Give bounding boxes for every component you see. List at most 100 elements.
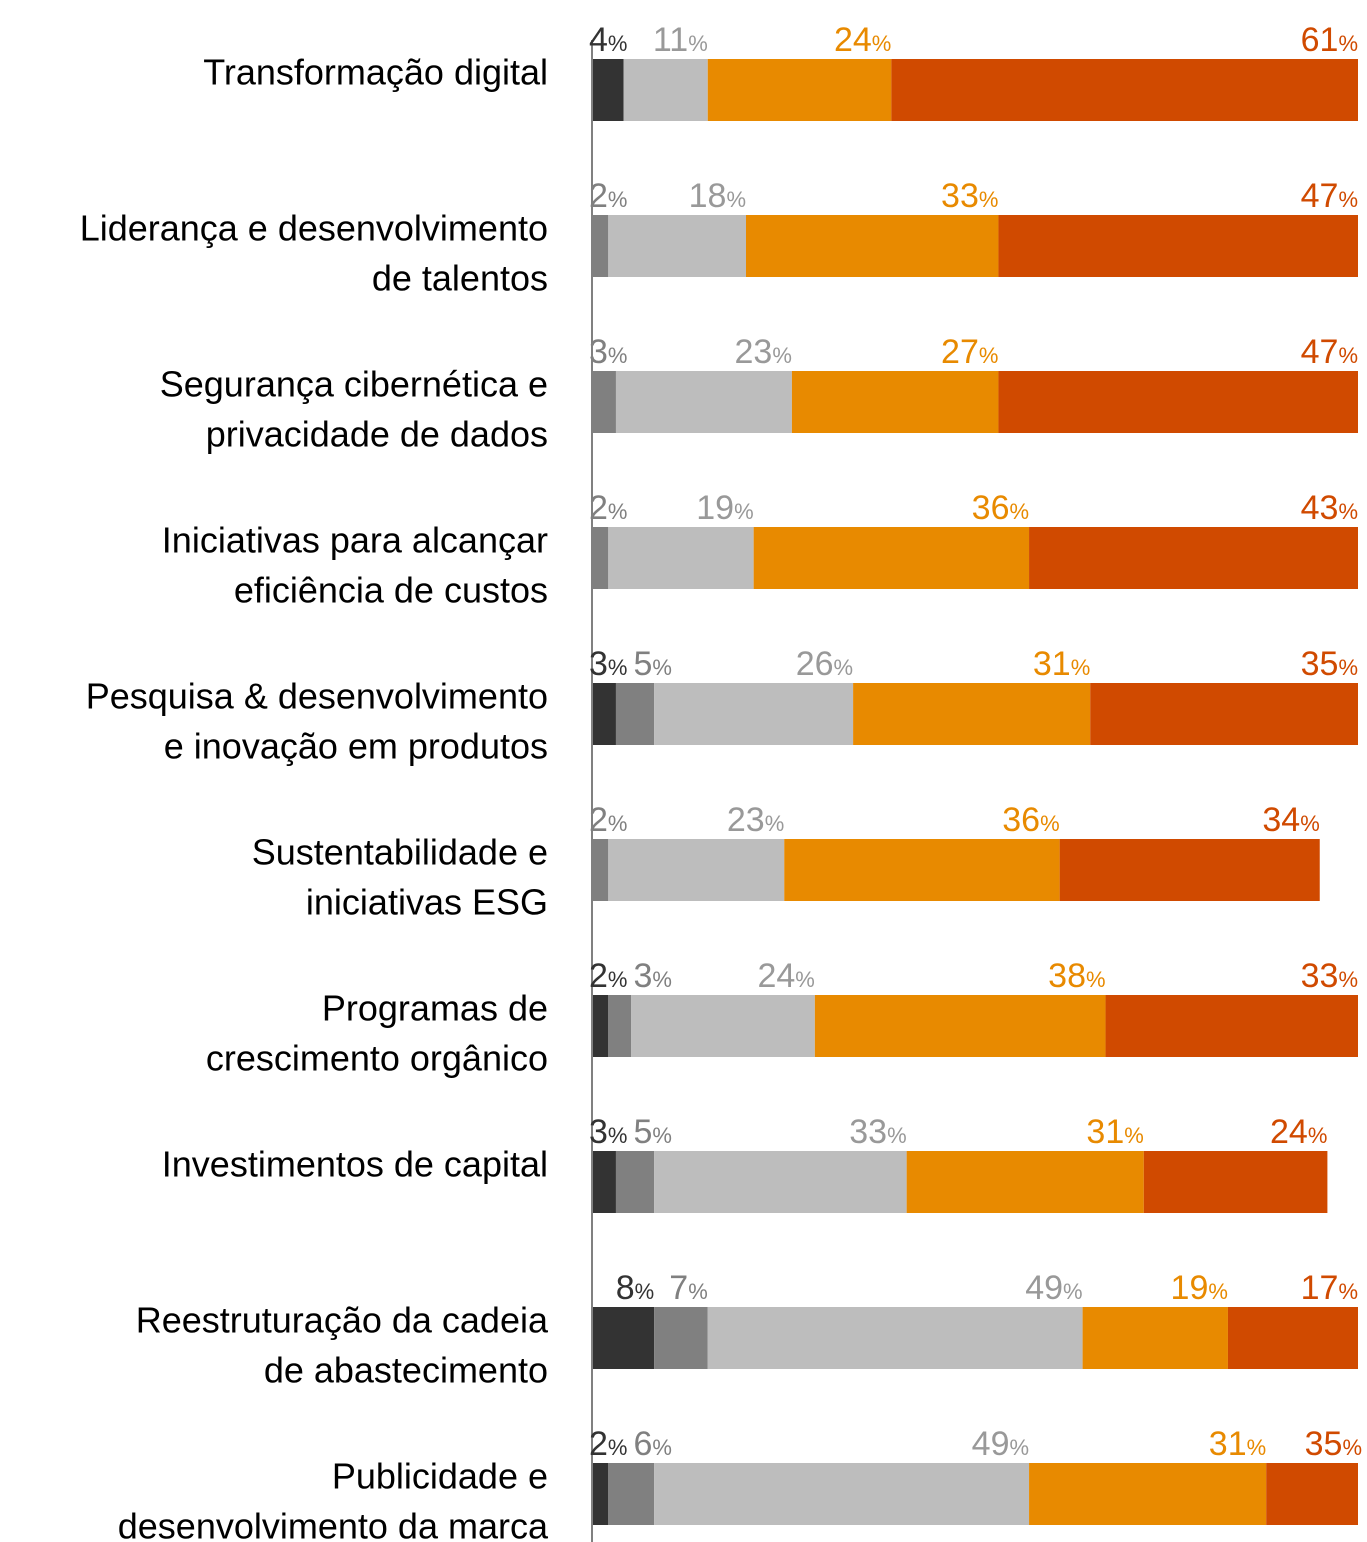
bar-segment	[1227, 1307, 1358, 1369]
bar-segment	[707, 59, 892, 121]
bar-segment	[593, 839, 609, 901]
value-label: 33%	[849, 1113, 906, 1151]
bar-segment	[593, 59, 624, 121]
bar-segment	[615, 683, 655, 745]
category-label: Publicidade e	[332, 1456, 548, 1497]
value-label: 49%	[972, 1425, 1029, 1463]
bar-segment	[631, 995, 815, 1057]
category-label: Segurança cibernética e	[160, 364, 548, 405]
value-label: 2%	[589, 801, 627, 839]
category-label: Liderança e desenvolvimento	[80, 208, 548, 249]
value-label: 3%	[633, 957, 671, 995]
bar-segment	[608, 215, 746, 277]
value-label: 23%	[735, 333, 792, 371]
bar-segment	[593, 1307, 655, 1369]
bar-segment	[853, 683, 1091, 745]
bar-segment	[814, 995, 1106, 1057]
value-label: 49%	[1025, 1269, 1082, 1307]
category-label: Sustentabilidade e	[252, 832, 548, 873]
bar-segment	[1059, 839, 1320, 901]
bar-segment	[753, 527, 1030, 589]
value-label: 2%	[589, 1425, 627, 1463]
bar-segment	[791, 371, 999, 433]
bar-segment	[593, 1151, 616, 1213]
bar-segment	[998, 215, 1358, 277]
bar-segment	[1029, 527, 1358, 589]
value-label: 17%	[1301, 1269, 1358, 1307]
value-label: 35%	[1305, 1425, 1362, 1463]
category-label: eficiência de custos	[234, 570, 548, 611]
value-label: 19%	[1171, 1269, 1228, 1307]
bar-segment	[608, 995, 632, 1057]
bars	[593, 59, 1358, 1525]
value-label: 2%	[589, 957, 627, 995]
bar-segment	[593, 1463, 609, 1525]
value-label: 36%	[972, 489, 1029, 527]
bar-segment	[615, 371, 792, 433]
value-label: 36%	[1002, 801, 1059, 839]
value-label: 6%	[633, 1425, 671, 1463]
bar-segment	[608, 839, 785, 901]
bar-segment	[593, 371, 616, 433]
category-label: iniciativas ESG	[306, 882, 548, 923]
bar-segment	[1105, 995, 1358, 1057]
value-label: 33%	[1301, 957, 1358, 995]
bar-segment	[608, 1463, 655, 1525]
value-label: 7%	[669, 1269, 707, 1307]
value-label: 19%	[696, 489, 753, 527]
category-label: desenvolvimento da marca	[118, 1506, 549, 1542]
category-label: Reestruturação da cadeia	[136, 1300, 549, 1341]
bar-segment	[906, 1151, 1144, 1213]
bar-segment	[615, 1151, 655, 1213]
value-label: 24%	[1270, 1113, 1327, 1151]
bar-segment	[784, 839, 1060, 901]
category-label: Programas de	[322, 988, 548, 1029]
bar-segment	[608, 527, 754, 589]
bar-segment	[593, 995, 609, 1057]
bar-segment	[891, 59, 1358, 121]
category-label: e inovação em produtos	[164, 726, 548, 767]
value-label: 24%	[757, 957, 814, 995]
value-label: 2%	[589, 177, 627, 215]
value-label: 3%	[589, 645, 627, 683]
bar-segment	[654, 1463, 1030, 1525]
category-label: Transformação digital	[203, 52, 548, 93]
category-label: Investimentos de capital	[162, 1144, 548, 1185]
value-label: 31%	[1209, 1425, 1266, 1463]
value-label: 61%	[1301, 21, 1358, 59]
bar-segment	[998, 371, 1358, 433]
bar-segment	[623, 59, 708, 121]
value-label: 24%	[834, 21, 891, 59]
value-label: 35%	[1301, 645, 1358, 683]
bar-segment	[1082, 1307, 1228, 1369]
bar-segment	[593, 215, 609, 277]
category-label: privacidade de dados	[206, 414, 548, 455]
value-label: 5%	[633, 1113, 671, 1151]
value-label: 2%	[589, 489, 627, 527]
value-label: 18%	[689, 177, 746, 215]
value-label: 4%	[589, 21, 627, 59]
bar-segment	[707, 1307, 1083, 1369]
value-label: 26%	[796, 645, 853, 683]
category-label: Pesquisa & desenvolvimento	[86, 676, 548, 717]
bar-segment	[1143, 1151, 1328, 1213]
bar-segment	[654, 1307, 708, 1369]
value-label: 8%	[616, 1269, 654, 1307]
bar-segment	[654, 1151, 907, 1213]
value-label: 3%	[589, 333, 627, 371]
category-label: de talentos	[372, 258, 548, 299]
bar-segment	[1029, 1463, 1267, 1525]
value-label: 31%	[1033, 645, 1090, 683]
category-label: Iniciativas para alcançar	[162, 520, 548, 561]
value-label: 23%	[727, 801, 784, 839]
bar-segment	[1266, 1463, 1358, 1525]
bar-segment	[1090, 683, 1358, 745]
value-label: 33%	[941, 177, 998, 215]
bar-segment	[593, 527, 609, 589]
bar-segment	[654, 683, 854, 745]
value-label: 47%	[1301, 177, 1358, 215]
value-label: 31%	[1086, 1113, 1143, 1151]
value-label: 3%	[589, 1113, 627, 1151]
bar-segment	[593, 683, 616, 745]
